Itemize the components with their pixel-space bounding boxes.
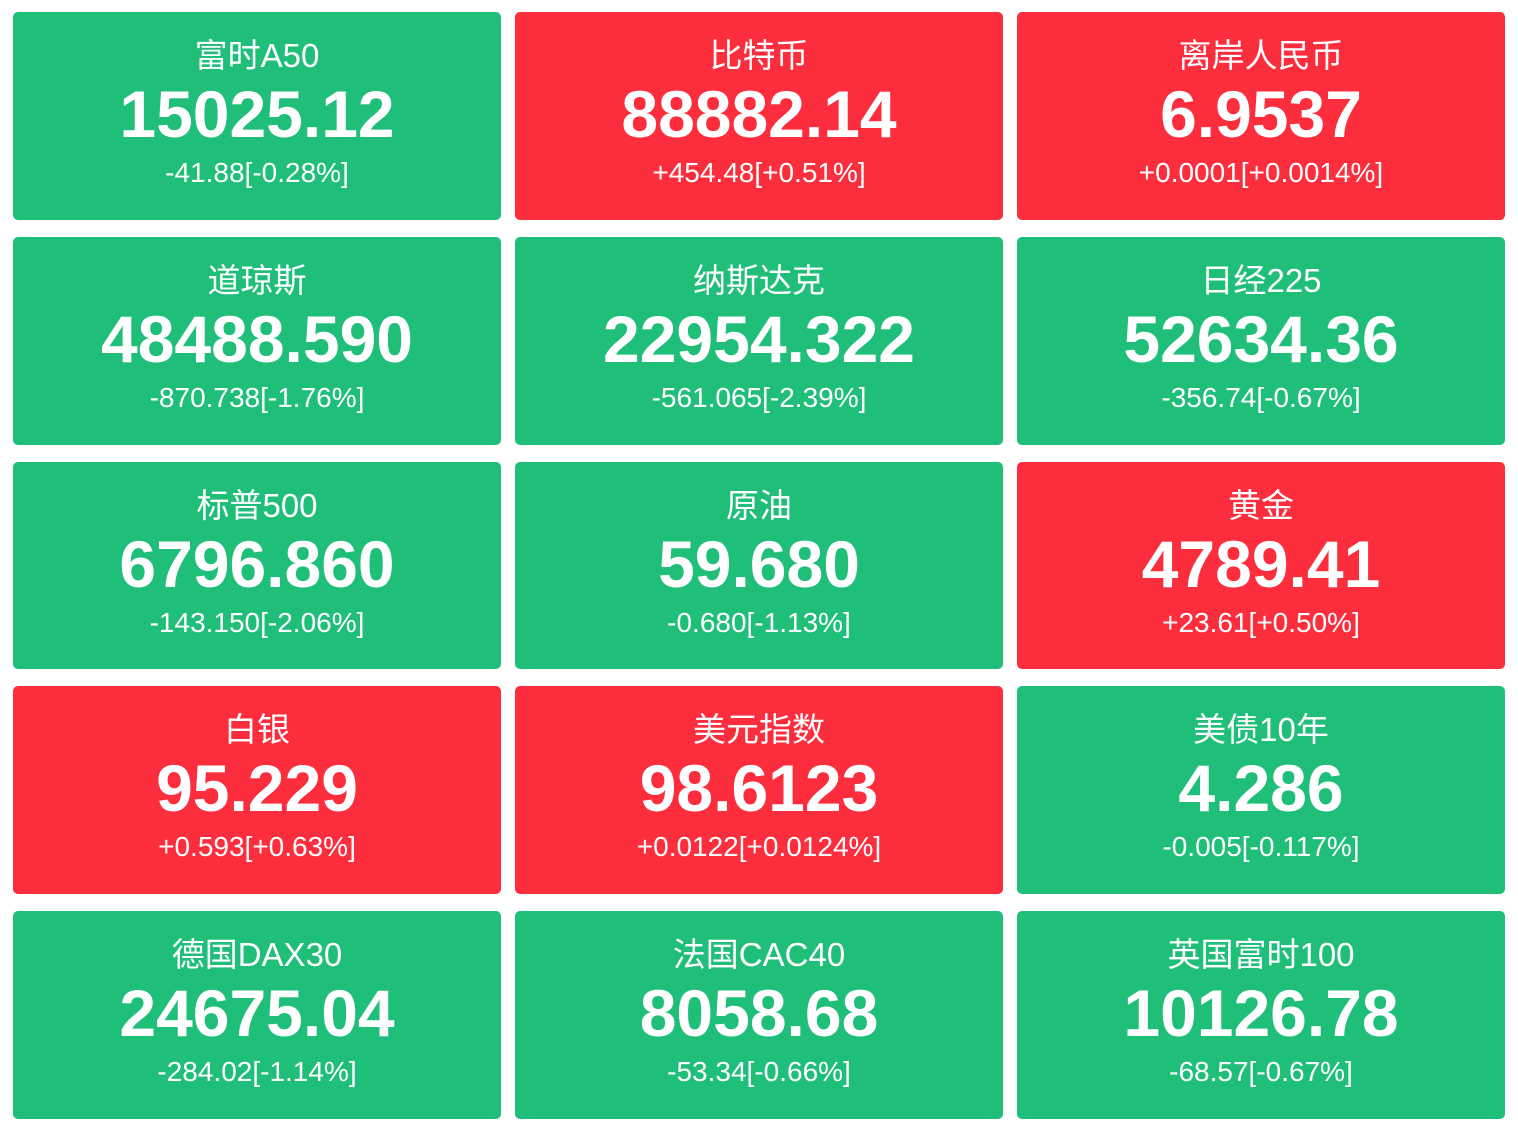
quote-name: 标普500 — [196, 486, 318, 524]
quote-price: 10126.78 — [1123, 976, 1399, 1051]
quote-tile: 原油 59.680 -0.680[-1.13%] — [515, 461, 1003, 670]
quote-change: -143.150[-2.06%] — [149, 606, 365, 638]
quote-name: 法国CAC40 — [672, 936, 846, 974]
quote-name: 美债10年 — [1193, 711, 1329, 749]
quote-tile: 标普500 6796.860 -143.150[-2.06%] — [13, 461, 501, 670]
quote-name: 道琼斯 — [207, 261, 307, 299]
quote-change: -68.57[-0.67%] — [1169, 1056, 1353, 1088]
quote-price: 22954.322 — [603, 301, 915, 376]
quote-change: +23.61[+0.50%] — [1162, 606, 1360, 638]
quote-name: 英国富时100 — [1167, 936, 1355, 974]
quote-name: 白银 — [224, 711, 290, 749]
quote-tile: 白银 95.229 +0.593[+0.63%] — [13, 686, 501, 895]
quote-change: -284.02[-1.14%] — [157, 1056, 357, 1088]
quote-tile: 日经225 52634.36 -356.74[-0.67%] — [1017, 236, 1505, 445]
quote-tile: 比特币 88882.14 +454.48[+0.51%] — [515, 12, 1003, 220]
quote-tile: 离岸人民币 6.9537 +0.0001[+0.0014%] — [1017, 12, 1505, 220]
quote-change: -0.005[-0.117%] — [1162, 831, 1360, 863]
quote-price: 98.6123 — [639, 751, 879, 826]
quote-price: 4.286 — [1178, 751, 1344, 826]
quote-price: 24675.04 — [119, 976, 395, 1051]
quote-name: 日经225 — [1200, 261, 1322, 299]
quote-change: -0.680[-1.13%] — [667, 606, 851, 638]
quote-name: 黄金 — [1228, 486, 1294, 524]
quote-price: 15025.12 — [119, 77, 395, 151]
quote-price: 6796.860 — [119, 526, 395, 601]
quote-tile: 黄金 4789.41 +23.61[+0.50%] — [1017, 461, 1505, 670]
quote-name: 富时A50 — [194, 37, 320, 74]
quote-price: 6.9537 — [1160, 77, 1362, 151]
quote-price: 8058.68 — [639, 976, 879, 1051]
quote-change: +0.0122[+0.0124%] — [636, 831, 882, 863]
quote-name: 原油 — [726, 486, 792, 524]
quote-tile: 德国DAX30 24675.04 -284.02[-1.14%] — [13, 911, 501, 1119]
quote-change: +0.0001[+0.0014%] — [1138, 157, 1384, 188]
quote-change: -356.74[-0.67%] — [1161, 381, 1361, 413]
quote-name: 离岸人民币 — [1178, 37, 1344, 74]
quote-tile: 英国富时100 10126.78 -68.57[-0.67%] — [1017, 911, 1505, 1119]
quote-name: 德国DAX30 — [171, 936, 343, 974]
quote-change: -53.34[-0.66%] — [667, 1056, 851, 1088]
quote-change: -41.88[-0.28%] — [165, 157, 349, 188]
quote-price: 95.229 — [156, 751, 358, 826]
quote-tile: 富时A50 15025.12 -41.88[-0.28%] — [13, 12, 501, 220]
quote-name: 比特币 — [709, 37, 809, 74]
quote-change: +454.48[+0.51%] — [652, 157, 866, 188]
quote-tile: 道琼斯 48488.590 -870.738[-1.76%] — [13, 236, 501, 445]
quote-name: 纳斯达克 — [693, 261, 825, 299]
quote-tile: 美元指数 98.6123 +0.0122[+0.0124%] — [515, 686, 1003, 895]
quote-change: +0.593[+0.63%] — [158, 831, 356, 863]
quote-change: -870.738[-1.76%] — [149, 381, 365, 413]
quote-tile: 法国CAC40 8058.68 -53.34[-0.66%] — [515, 911, 1003, 1119]
quote-tile: 美债10年 4.286 -0.005[-0.117%] — [1017, 686, 1505, 895]
quote-name: 美元指数 — [693, 711, 825, 749]
quote-tile: 纳斯达克 22954.322 -561.065[-2.39%] — [515, 236, 1003, 445]
quote-price: 59.680 — [658, 526, 860, 601]
quote-price: 88882.14 — [621, 77, 897, 151]
quote-price: 4789.41 — [1141, 526, 1381, 601]
quote-price: 48488.590 — [101, 301, 413, 376]
quote-change: -561.065[-2.39%] — [651, 381, 867, 413]
quote-price: 52634.36 — [1123, 301, 1399, 376]
